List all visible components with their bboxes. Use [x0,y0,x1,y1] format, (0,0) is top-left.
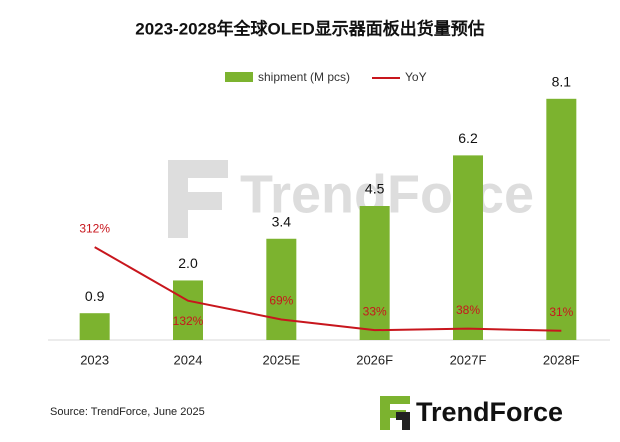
logo-icon [380,396,410,430]
bar-value-label: 3.4 [272,213,292,229]
bar [266,238,297,340]
logo-icon [396,412,410,430]
x-tick-label: 2026F [356,352,393,367]
bar-value-label: 8.1 [552,74,572,90]
x-tick-label: 2025E [263,352,301,367]
yoy-value-label: 312% [79,221,110,235]
bar-value-label: 0.9 [85,288,105,304]
watermark-icon [168,160,228,238]
logo-text: TrendForce [416,397,563,427]
bar [453,155,483,340]
x-tick-label: 2028F [543,352,580,367]
yoy-value-label: 69% [269,294,293,308]
legend-label: shipment (M pcs) [258,70,350,84]
yoy-value-label: 31% [549,305,573,319]
bar [546,98,577,340]
yoy-line [94,246,562,332]
watermark: TrendForce [168,160,534,238]
bar [173,280,203,340]
bar [79,313,110,340]
logo: TrendForce [380,396,563,430]
chart-title: 2023-2028年全球OLED显示器面板出货量预估 [135,18,485,38]
yoy-value-label: 33% [363,304,387,318]
legend-swatch [225,72,253,82]
legend-label: YoY [405,70,427,84]
bar-value-label: 4.5 [365,181,385,197]
yoy-value-label: 38% [456,303,480,317]
bar-value-label: 2.0 [178,255,198,271]
source: Source: TrendForce, June 2025 [50,406,205,418]
x-tick-label: 2024 [174,352,203,367]
bar-value-label: 6.2 [458,130,478,146]
x-tick-label: 2027F [450,352,487,367]
bar [359,206,390,340]
x-tick-label: 2023 [80,352,109,367]
yoy-value-label: 132% [173,314,204,328]
